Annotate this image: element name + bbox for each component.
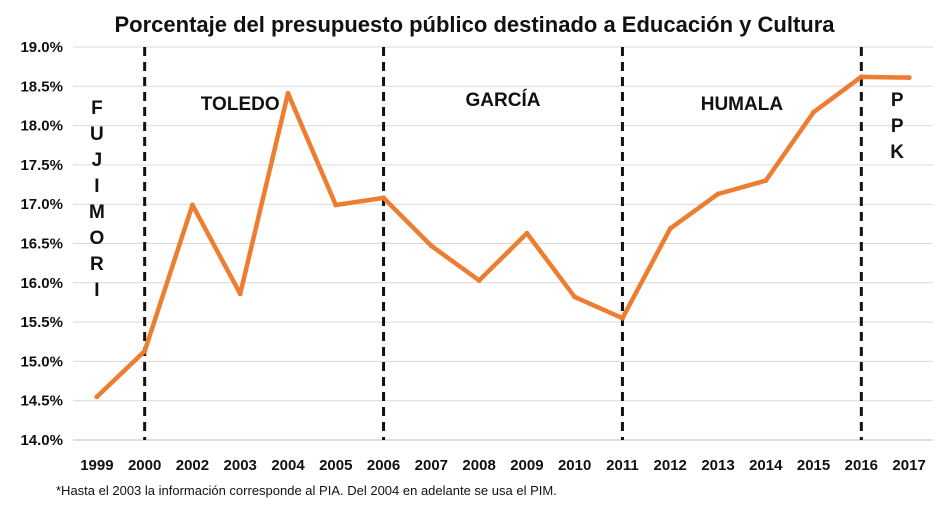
data-point: [811, 109, 817, 115]
footnote: *Hasta el 2003 la información correspond…: [56, 483, 557, 498]
period-letter: F: [91, 98, 103, 119]
y-tick-label: 19.0%: [20, 39, 63, 56]
y-tick-label: 17.0%: [20, 196, 63, 213]
x-tick-label: 2004: [271, 457, 305, 474]
data-line: [94, 74, 912, 400]
data-point: [285, 90, 291, 96]
y-tick-label: 14.5%: [20, 393, 63, 410]
data-point: [667, 226, 673, 232]
data-point: [715, 191, 721, 197]
x-tick-label: 2010: [558, 457, 591, 474]
period-letter: P: [891, 90, 904, 111]
chart-title: Porcentaje del presupuesto público desti…: [114, 12, 835, 37]
data-point: [619, 315, 625, 321]
y-tick-label: 15.5%: [20, 314, 63, 331]
period-letter: O: [89, 228, 104, 249]
data-point: [142, 348, 148, 354]
period-label-toledo: TOLEDO: [201, 94, 280, 115]
y-tick-label: 17.5%: [20, 157, 63, 174]
data-point: [381, 195, 387, 201]
data-point: [763, 178, 769, 184]
data-point: [333, 202, 339, 208]
x-tick-label: 2009: [510, 457, 543, 474]
period-label-garcía: GARCÍA: [466, 89, 541, 111]
x-tick-label: 2014: [749, 457, 783, 474]
x-tick-label: 2000: [128, 457, 161, 474]
y-tick-label: 16.0%: [20, 275, 63, 292]
x-tick-label: 2012: [654, 457, 687, 474]
period-letter: J: [92, 150, 103, 171]
period-letter: R: [90, 254, 104, 275]
period-letter: I: [94, 280, 99, 301]
x-tick-label: 2003: [224, 457, 257, 474]
data-point: [428, 243, 434, 249]
data-point: [524, 230, 530, 236]
x-tick-label: 1999: [80, 457, 113, 474]
x-tick-label: 2016: [845, 457, 878, 474]
x-tick-label: 2006: [367, 457, 400, 474]
data-point: [476, 277, 482, 283]
x-tick-label: 2015: [797, 457, 830, 474]
x-tick-label: 2005: [319, 457, 352, 474]
y-tick-label: 16.5%: [20, 236, 63, 253]
period-letter: K: [890, 142, 904, 163]
x-tick-label: 2007: [415, 457, 448, 474]
x-tick-label: 2011: [606, 457, 639, 474]
period-label-humala: HUMALA: [701, 94, 784, 115]
y-tick-label: 18.0%: [20, 118, 63, 135]
data-point: [858, 74, 864, 80]
x-tick-label: 2013: [701, 457, 734, 474]
period-letter: P: [891, 116, 904, 137]
period-letter: M: [89, 202, 105, 223]
data-point: [189, 202, 195, 208]
period-label-ppk: PPK: [890, 90, 904, 163]
y-tick-label: 14.0%: [20, 432, 63, 449]
x-tick-label: 2002: [176, 457, 209, 474]
y-tick-label: 18.5%: [20, 78, 63, 95]
x-tick-label: 2008: [462, 457, 495, 474]
y-tick-label: 15.0%: [20, 353, 63, 370]
data-point: [94, 394, 100, 400]
period-letter: U: [90, 124, 104, 145]
data-point: [572, 294, 578, 300]
data-point: [237, 291, 243, 297]
period-letter: I: [94, 176, 99, 197]
x-tick-label: 2017: [892, 457, 925, 474]
data-point: [906, 75, 912, 81]
